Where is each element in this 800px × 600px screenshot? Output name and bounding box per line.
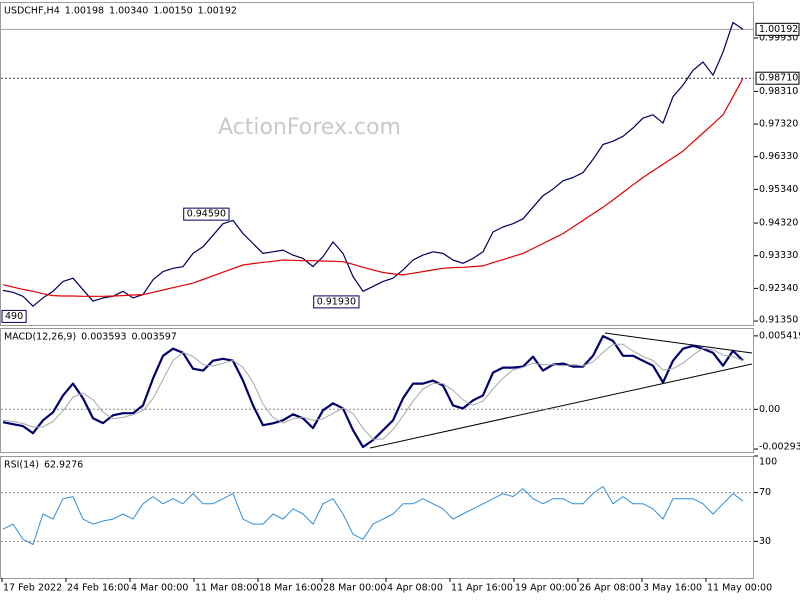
y-tick-label: 100 (759, 457, 777, 468)
series-line (2, 486, 744, 545)
panel-frame (0, 328, 754, 453)
x-tick-label: 18 Mar 16:00 (259, 583, 322, 594)
x-tick-label: 24 Feb 16:00 (67, 583, 129, 594)
y-tick-label: 70 (759, 487, 771, 498)
y-tick-label: -0.00293 (759, 442, 800, 453)
price-tag-box (755, 22, 800, 36)
ma-tag: 0.98710 (759, 73, 798, 84)
header-value: 0.003597 (132, 332, 177, 343)
watermark: ActionForex.com (218, 115, 401, 140)
x-tick-label: 26 Apr 08:00 (579, 583, 641, 594)
y-tick-label: 0.93330 (759, 250, 798, 261)
x-tick-label: 11 May 00:00 (707, 583, 772, 594)
y-tick-label: 0.92340 (759, 283, 798, 294)
panel-title: USDCHF,H4 (4, 6, 60, 17)
x-tick-label: 3 May 16:00 (643, 583, 702, 594)
panel-frame (0, 2, 754, 326)
panel-title: RSI(14) (4, 460, 39, 471)
x-tick-label: 4 Mar 00:00 (131, 583, 188, 594)
annotation-label: 490 (5, 311, 23, 322)
header-value: 62.9276 (44, 460, 83, 471)
price-tag: 1.00192 (759, 24, 798, 35)
header-value: 1.00340 (109, 6, 148, 17)
annotation-box (1, 309, 27, 323)
macd-trendline-upper (604, 332, 753, 354)
y-tick-label: 0.97320 (759, 119, 798, 130)
series-line (2, 343, 744, 440)
x-tick-label: 28 Mar 00:00 (323, 583, 386, 594)
series-line (2, 335, 744, 449)
y-tick-label: 0.94320 (759, 218, 798, 229)
x-tick-label: 11 Apr 16:00 (451, 583, 513, 594)
annotation-box (183, 207, 230, 221)
x-tick-label: 11 Mar 08:00 (195, 583, 258, 594)
y-tick-label: 0.99930 (759, 32, 798, 43)
x-tick-label: 4 Apr 08:00 (387, 583, 443, 594)
y-tick-label: 0.00 (759, 404, 780, 415)
header-value: 0.003593 (81, 332, 126, 343)
series-line (2, 21, 744, 307)
annotation-label: 0.94590 (187, 209, 226, 220)
macd-trendline-lower (369, 363, 753, 449)
annotation-label: 0.91930 (317, 296, 356, 307)
series-line (2, 77, 744, 297)
y-tick-label: 30 (759, 536, 771, 547)
header-value: 1.00192 (198, 6, 237, 17)
x-tick-label: 17 Feb 2022 (3, 583, 62, 594)
y-tick-label: 0.95340 (759, 184, 798, 195)
panel-frame (0, 456, 754, 579)
x-tick-label: 19 Apr 00:00 (515, 583, 577, 594)
y-tick-label: 0.96330 (759, 151, 798, 162)
y-tick-label: 0.91350 (759, 315, 798, 326)
y-tick-label: 0.005419 (759, 330, 800, 341)
annotation-box (313, 295, 360, 309)
ma-tag-box (755, 71, 800, 85)
header-value: 1.00150 (153, 6, 192, 17)
y-tick-label: 0.98310 (759, 86, 798, 97)
header-value: 1.00198 (65, 6, 104, 17)
panel-title: MACD(12,26,9) (4, 332, 76, 343)
